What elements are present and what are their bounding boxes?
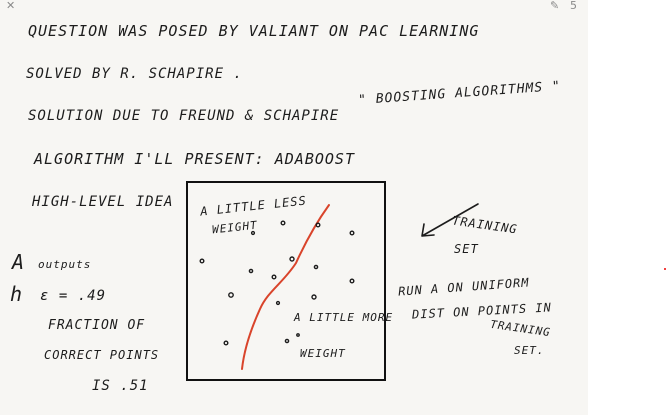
note-line-freund: SOLUTION DUE TO FREUND & SCHAPIRE [28, 108, 340, 124]
diagram-canvas [199, 204, 355, 370]
note-fraction-line1: FRACTION OF [48, 318, 146, 333]
note-epsilon: ε = .49 [40, 288, 107, 304]
note-training-set: SET [454, 242, 479, 256]
note-run-line2: DIST ON POINTS IN [411, 300, 553, 322]
data-point [311, 294, 317, 300]
page-count: 5 [570, 0, 577, 12]
close-icon[interactable]: ✕ [6, 0, 16, 12]
data-point [289, 256, 295, 262]
data-point [296, 333, 300, 337]
note-line-adaboost: ALGORITHM I'LL PRESENT: ADABOOST [34, 150, 355, 168]
decision-boundary-curve [241, 204, 330, 370]
data-point [315, 222, 321, 228]
data-point [280, 220, 286, 226]
label-more-weight: A LITTLE MORE [294, 311, 394, 324]
note-page: QUESTION WAS POSED BY VALIANT ON PAC LEA… [0, 0, 588, 415]
note-outputs: outputs [38, 258, 92, 271]
arrow-icon [421, 203, 479, 237]
data-point [248, 268, 254, 274]
data-point [349, 230, 355, 236]
data-point [284, 338, 290, 344]
note-run-line4: SET. [514, 344, 545, 357]
note-run-line3: TRAINING [489, 317, 552, 340]
note-boosting-algorithms: " BOOSTING ALGORITHMS " [357, 78, 562, 109]
data-point [349, 278, 355, 284]
data-point [271, 274, 277, 280]
data-point [223, 340, 229, 346]
note-a: A [12, 250, 26, 274]
pointer-dot [664, 268, 666, 270]
data-point [228, 292, 234, 298]
note-fraction-line3: IS .51 [92, 378, 149, 394]
note-line-schapire: SOLVED BY R. SCHAPIRE . [26, 66, 243, 82]
pen-icon[interactable]: ✎ [550, 0, 560, 12]
note-fraction-line2: CORRECT POINTS [44, 348, 160, 362]
label-more-weight-2: WEIGHT [300, 347, 346, 360]
note-line-valiant: QUESTION WAS POSED BY VALIANT ON PAC LEA… [28, 22, 480, 40]
note-h: h [10, 282, 24, 306]
data-point [275, 300, 281, 306]
note-run-line1: RUN A ON UNIFORM [397, 275, 530, 299]
data-point [199, 258, 205, 264]
data-point [250, 230, 256, 236]
note-line-high-level: HIGH-LEVEL IDEA [32, 194, 174, 210]
sidebar-blank [588, 0, 668, 415]
data-point [313, 264, 319, 270]
weighted-points-diagram: A LITTLE LESS WEIGHT A LITTLE MORE WEIGH… [186, 181, 392, 381]
